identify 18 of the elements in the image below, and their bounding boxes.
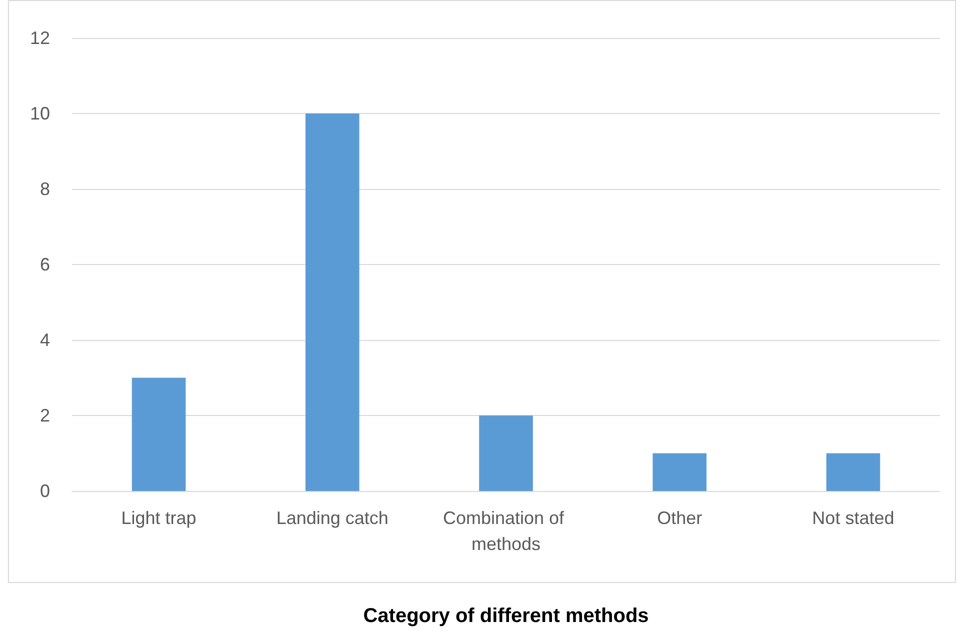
x-tick-label: Landing catch bbox=[276, 508, 388, 528]
y-tick-label: 0 bbox=[40, 481, 50, 501]
y-tick-label: 4 bbox=[40, 330, 50, 350]
bar bbox=[132, 378, 186, 491]
bar bbox=[826, 453, 880, 491]
bar bbox=[305, 114, 360, 491]
y-tick-label: 8 bbox=[40, 179, 50, 199]
x-tick-label: Combination of methods bbox=[442, 508, 570, 554]
y-tick-label: 12 bbox=[30, 28, 50, 48]
x-axis-title: Category of different methods bbox=[363, 605, 649, 627]
x-tick-label: Not stated bbox=[812, 508, 894, 528]
x-tick-label: Other bbox=[657, 508, 702, 528]
bar bbox=[479, 416, 533, 491]
y-tick-label: 2 bbox=[40, 406, 50, 426]
y-tick-label: 10 bbox=[30, 104, 50, 124]
y-tick-label: 6 bbox=[40, 254, 50, 274]
x-tick-label: Light trap bbox=[121, 508, 196, 528]
bar bbox=[652, 453, 707, 491]
